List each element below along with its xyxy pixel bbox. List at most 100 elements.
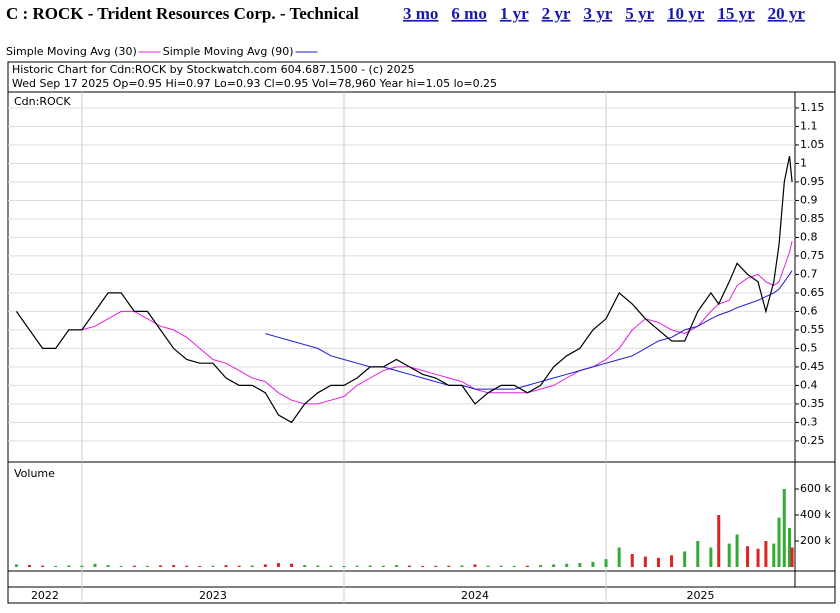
volume-bar — [368, 565, 372, 567]
volume-bar — [303, 565, 307, 567]
volume-bar — [512, 565, 516, 567]
volume-bar — [93, 563, 97, 567]
y-tick-label: 0.45 — [800, 360, 825, 373]
volume-bar — [342, 565, 346, 567]
legend-label: Simple Moving Avg (30) — [6, 45, 137, 58]
panel-title: Volume — [14, 467, 55, 480]
y-tick-label: 1.15 — [800, 101, 825, 114]
y-tick-label: 0.75 — [800, 249, 825, 262]
y-tick-label: 400 k — [800, 508, 831, 521]
volume-bar — [290, 563, 294, 567]
period-link[interactable]: 10 yr — [667, 4, 705, 23]
page-title: C : ROCK - Trident Resources Corp. - Tec… — [6, 4, 359, 23]
volume-bar — [777, 517, 781, 567]
period-link[interactable]: 3 mo — [403, 4, 438, 23]
volume-bar — [604, 559, 608, 567]
info-line: Wed Sep 17 2025 Op=0.95 Hi=0.97 Lo=0.93 … — [12, 77, 497, 90]
y-tick-label: 0.65 — [800, 286, 825, 299]
volume-bar — [746, 546, 750, 567]
volume-bar — [407, 565, 411, 567]
volume-bar — [656, 557, 660, 567]
period-links: 3 mo 6 mo 1 yr 2 yr 3 yr 5 yr 10 yr 15 yr 20 yr — [403, 4, 805, 23]
volume-bar — [486, 565, 490, 567]
y-tick-label: 1 — [800, 156, 807, 169]
volume-bar — [717, 515, 721, 567]
volume-bar — [790, 547, 794, 567]
volume-bar — [381, 565, 385, 567]
volume-bar — [735, 534, 739, 567]
y-tick-label: 0.5 — [800, 341, 818, 354]
volume-bar — [132, 565, 136, 567]
volume-bar — [224, 565, 228, 567]
volume-bar — [643, 556, 647, 567]
y-tick-label: 0.4 — [800, 378, 818, 391]
volume-bar — [119, 565, 123, 567]
volume-bar — [237, 565, 241, 567]
volume-bar — [276, 563, 280, 567]
price-line — [15, 155, 793, 424]
period-link[interactable]: 2 yr — [542, 4, 571, 23]
period-link[interactable]: 6 mo — [451, 4, 486, 23]
x-tick-label: 2022 — [31, 589, 59, 602]
legend-label: Simple Moving Avg (90) — [163, 45, 294, 58]
period-link[interactable]: 20 yr — [768, 4, 806, 23]
chart-frame — [7, 61, 836, 604]
volume-bar — [106, 565, 110, 567]
volume-bar — [764, 541, 768, 567]
volume-bar — [591, 561, 595, 567]
volume-bar — [525, 565, 529, 567]
volume-bar — [670, 555, 674, 567]
volume-bar — [159, 565, 163, 567]
volume-bar — [565, 563, 569, 567]
y-tick-label: 0.6 — [800, 304, 818, 317]
y-tick-label: 1.05 — [800, 138, 825, 151]
volume-bar — [80, 565, 84, 567]
volume-bar — [211, 565, 215, 567]
y-tick-label: 0.55 — [800, 323, 825, 336]
volume-bar — [434, 565, 438, 567]
y-tick-label: 0.7 — [800, 267, 818, 280]
volume-bar — [250, 565, 254, 567]
volume-bar — [185, 565, 189, 567]
period-link[interactable]: 5 yr — [625, 4, 654, 23]
volume-bar — [421, 565, 425, 567]
y-tick-label: 0.35 — [800, 397, 825, 410]
y-tick-label: 0.85 — [800, 212, 825, 225]
volume-bar — [578, 563, 582, 567]
x-tick-label: 2023 — [199, 589, 227, 602]
y-tick-label: 0.95 — [800, 175, 825, 188]
y-tick-label: 600 k — [800, 482, 831, 495]
volume-bar — [772, 543, 776, 567]
volume-bar — [145, 565, 149, 567]
y-tick-label: 0.25 — [800, 434, 825, 447]
period-link[interactable]: 1 yr — [500, 4, 529, 23]
info-line: Historic Chart for Cdn:ROCK by Stockwatc… — [12, 63, 415, 76]
volume-bar — [709, 547, 713, 567]
y-tick-label: 0.3 — [800, 415, 818, 428]
x-tick-label: 2025 — [687, 589, 715, 602]
volume-bar — [394, 565, 398, 567]
volume-bar — [329, 565, 333, 567]
y-tick-label: 200 k — [800, 534, 831, 547]
volume-bar — [727, 543, 731, 567]
volume-bar — [447, 565, 451, 567]
volume-bar — [172, 565, 176, 567]
period-link[interactable]: 3 yr — [583, 4, 612, 23]
period-link[interactable]: 15 yr — [717, 4, 755, 23]
moving-average — [81, 240, 793, 405]
volume-bar — [54, 565, 58, 567]
panel-title: Cdn:ROCK — [14, 95, 71, 108]
volume-bar — [782, 489, 786, 567]
x-tick-label: 2024 — [461, 589, 489, 602]
volume-bar — [67, 565, 71, 567]
volume-bar — [696, 541, 700, 567]
legend: Simple Moving Avg (30) Simple Moving Avg … — [6, 45, 318, 58]
volume-bar — [41, 565, 45, 567]
volume-bar — [539, 565, 543, 567]
volume-bar — [630, 554, 634, 567]
volume-bar — [263, 564, 267, 567]
volume-bar — [460, 565, 464, 567]
y-tick-label: 0.9 — [800, 193, 818, 206]
